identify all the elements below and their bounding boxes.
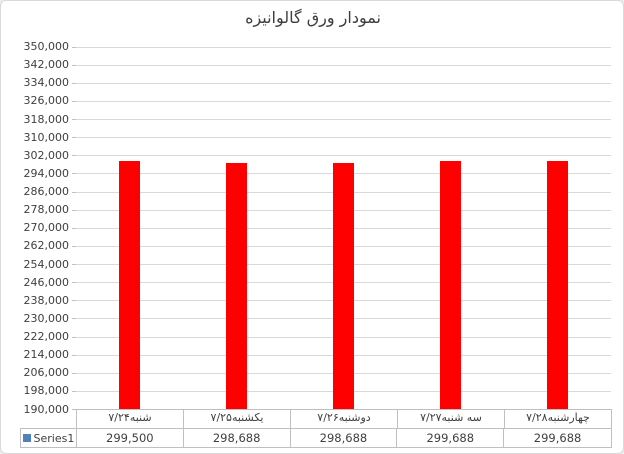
series-value-cell: 298,688 [184,429,291,447]
series-value-cell: 298,688 [291,429,398,447]
y-axis-tick-label: 334,000 [23,76,70,90]
y-axis-tick [72,354,76,356]
gridline [76,119,611,120]
gridline [76,137,611,139]
y-axis-tick [72,209,76,211]
y-axis-tick-label: 254,000 [23,257,70,271]
bar-سه شنبه۷/۲۷[interactable] [440,160,461,409]
category-header-cell: شنبه۷/۲۴ [77,409,184,428]
y-axis-tick-label: 342,000 [23,58,70,72]
data-table-header-row: شنبه۷/۲۴ یکشنبه۷/۲۵ دوشنبه۷/۲۶ سه شنبه۷/۲۷ چ… [76,409,612,428]
data-table-value-row: Series1 299,500 298,688 298,688 299,688 299,… [20,428,612,448]
x-axis-line [76,409,611,410]
y-axis-tick [72,173,76,175]
y-axis-tick-label: 302,000 [23,148,70,162]
y-axis-tick-label: 214,000 [23,348,70,362]
series-value-cell: 299,500 [77,429,184,447]
gridline [76,100,611,102]
bar-شنبه۷/۲۴[interactable] [119,160,140,409]
y-axis-tick-label: 190,000 [23,402,70,416]
y-axis-tick-label: 230,000 [23,311,70,325]
y-axis-tick [72,336,76,338]
y-axis-tick-label: 270,000 [23,221,70,235]
y-axis-tick [72,191,76,193]
y-axis-tick [72,137,76,139]
legend-cell[interactable]: Series1 [21,429,77,447]
y-axis-tick [72,119,76,120]
y-axis-tick [72,100,76,102]
y-axis-tick [72,390,76,392]
gridline [76,82,611,84]
y-axis-tick-label: 286,000 [23,185,70,198]
y-axis-tick-label: 318,000 [23,112,70,126]
y-axis-tick [72,409,76,410]
category-header-cell: سه شنبه۷/۲۷ [398,409,505,428]
y-axis-tick [72,282,76,284]
y-axis-tick [72,300,76,302]
y-axis-tick-label: 326,000 [23,94,70,108]
series-value-cell: 299,688 [533,431,582,445]
y-axis-tick-label: 238,000 [23,293,70,307]
y-axis-tick [72,46,76,48]
bar-چهارشنبه۷/۲۸[interactable] [547,160,568,409]
series1-legend-key-icon [22,434,31,442]
gridline [76,46,611,48]
y-axis-tick [72,155,76,157]
y-axis-tick-label: 310,000 [23,130,70,144]
y-axis-tick [72,318,76,320]
y-axis-tick-label: 246,000 [23,275,70,289]
gridline [76,155,611,157]
bar-یکشنبه۷/۲۵[interactable] [226,162,247,409]
category-header-cell: دوشنبه۷/۲۶ [291,409,398,428]
y-axis-tick-label: 278,000 [23,203,70,217]
y-axis-tick-label: 206,000 [23,366,70,380]
y-axis-tick [72,227,76,229]
y-axis-tick [72,264,76,265]
category-header-cell: یکشنبه۷/۲۵ [184,409,291,428]
y-axis-tick-label: 262,000 [23,239,70,253]
series-value-cell: 299,688 [397,429,505,447]
y-axis-tick-label: 198,000 [23,384,70,398]
y-axis-tick-label: 294,000 [23,166,70,180]
y-axis-tick [72,245,76,247]
category-header-cell: چهارشنبه۷/۲۸ [526,411,590,424]
bar-دوشنبه۷/۲۶[interactable] [333,162,354,409]
y-axis-tick [72,64,76,66]
series-name-label: Series1 [33,431,75,445]
y-axis-tick-label: 222,000 [23,330,70,343]
y-axis-tick [72,82,76,84]
chart-title: نمودار ورق گالوانیزه [245,8,381,27]
y-axis-tick [72,372,76,374]
y-axis-tick-label: 350,000 [23,40,70,53]
gridline [76,64,611,66]
